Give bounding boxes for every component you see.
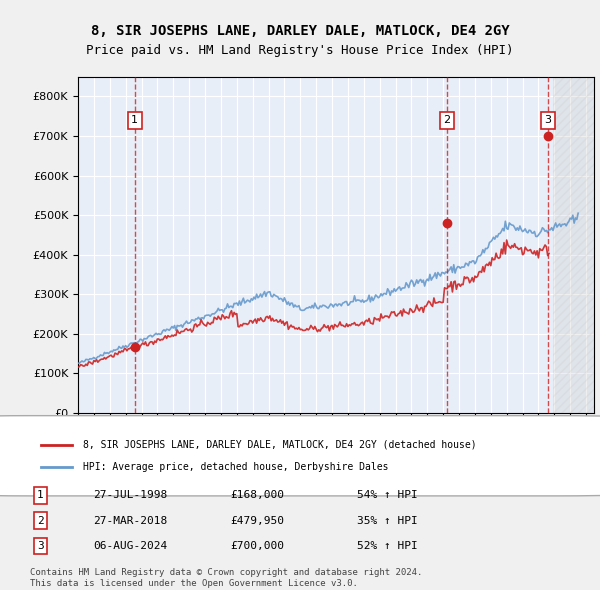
Text: This data is licensed under the Open Government Licence v3.0.: This data is licensed under the Open Gov… bbox=[30, 579, 358, 588]
Bar bbox=[553, 77, 594, 413]
Text: Price paid vs. HM Land Registry's House Price Index (HPI): Price paid vs. HM Land Registry's House … bbox=[86, 44, 514, 57]
Text: 27-JUL-1998: 27-JUL-1998 bbox=[94, 490, 167, 500]
Text: 1: 1 bbox=[131, 116, 138, 126]
Text: 54% ↑ HPI: 54% ↑ HPI bbox=[358, 490, 418, 500]
Text: 1: 1 bbox=[37, 490, 44, 500]
Text: 35% ↑ HPI: 35% ↑ HPI bbox=[358, 516, 418, 526]
Text: 8, SIR JOSEPHS LANE, DARLEY DALE, MATLOCK, DE4 2GY (detached house): 8, SIR JOSEPHS LANE, DARLEY DALE, MATLOC… bbox=[83, 440, 476, 450]
Text: HPI: Average price, detached house, Derbyshire Dales: HPI: Average price, detached house, Derb… bbox=[83, 462, 388, 472]
Text: £479,950: £479,950 bbox=[230, 516, 284, 526]
FancyBboxPatch shape bbox=[0, 415, 600, 496]
Text: £700,000: £700,000 bbox=[230, 541, 284, 551]
Text: 2: 2 bbox=[443, 116, 451, 126]
Text: 06-AUG-2024: 06-AUG-2024 bbox=[94, 541, 167, 551]
Text: 8, SIR JOSEPHS LANE, DARLEY DALE, MATLOCK, DE4 2GY: 8, SIR JOSEPHS LANE, DARLEY DALE, MATLOC… bbox=[91, 24, 509, 38]
Text: Contains HM Land Registry data © Crown copyright and database right 2024.: Contains HM Land Registry data © Crown c… bbox=[30, 568, 422, 576]
Text: 52% ↑ HPI: 52% ↑ HPI bbox=[358, 541, 418, 551]
Text: 2: 2 bbox=[37, 516, 44, 526]
Text: 3: 3 bbox=[544, 116, 551, 126]
Text: 3: 3 bbox=[37, 541, 44, 551]
Text: 27-MAR-2018: 27-MAR-2018 bbox=[94, 516, 167, 526]
Text: £168,000: £168,000 bbox=[230, 490, 284, 500]
